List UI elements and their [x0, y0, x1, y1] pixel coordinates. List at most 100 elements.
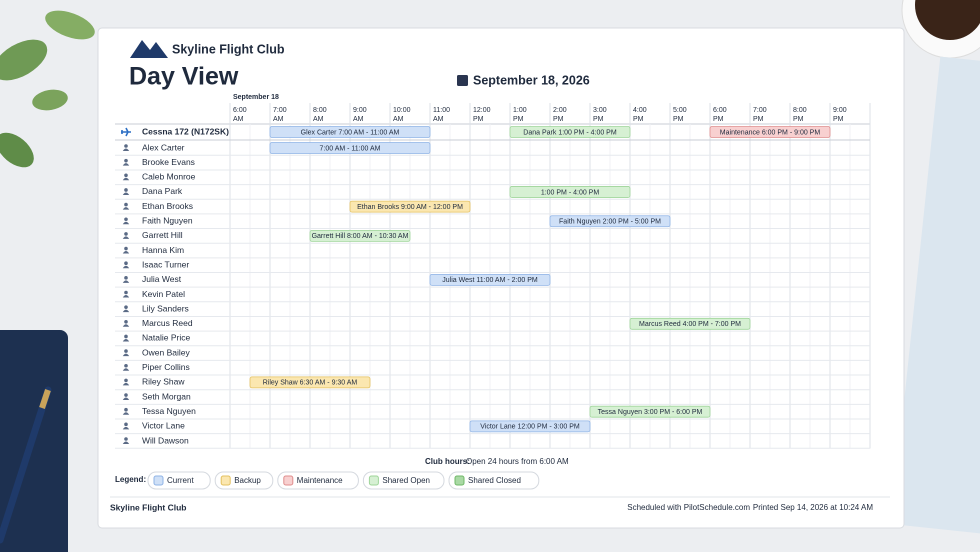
booking-bar	[429, 273, 551, 286]
person-name: Seth Morgan	[142, 391, 191, 401]
person-icon	[122, 412, 130, 415]
hour-label: 4:00	[633, 107, 647, 114]
person-icon	[122, 382, 130, 386]
legend-text: Shared Open	[382, 476, 430, 485]
person-icon	[124, 407, 128, 412]
hour-label: 8:00	[793, 107, 807, 114]
legend-item	[277, 471, 359, 490]
person-name: Piper Collins	[142, 362, 190, 372]
booking-label: Marcus Reed 4:00 PM - 7:00 PM	[639, 321, 741, 328]
footer-brand: Skyline Flight Club	[110, 502, 187, 512]
person-icon	[124, 290, 128, 295]
person-icon	[124, 173, 128, 178]
club-hours: Open 24 hours from 6:00 AM	[466, 457, 569, 466]
hour-label: 7:00	[753, 107, 767, 114]
logo	[130, 40, 168, 58]
booking-bar	[269, 126, 431, 138]
person-name: Owen Bailey	[142, 347, 190, 357]
person-icon	[122, 221, 130, 225]
person-name: Natalie Price	[142, 333, 190, 343]
hour-period: PM	[753, 116, 764, 123]
booking-label: Garrett Hill 8:00 AM - 10:30 AM	[312, 233, 409, 240]
person-icon	[124, 276, 128, 280]
hour-period: PM	[553, 116, 564, 123]
person-icon	[124, 232, 128, 236]
booking-label: Dana Park 1:00 PM - 4:00 PM	[523, 129, 617, 136]
person-icon	[122, 177, 130, 181]
legend-text: Backup	[234, 476, 261, 485]
person-name: Faith Nguyen	[142, 216, 193, 226]
person-icon	[124, 202, 128, 207]
hour-period: AM	[353, 116, 364, 123]
booking-label: Victor Lane 12:00 PM - 3:00 PM	[480, 424, 580, 431]
person-icon	[124, 144, 128, 148]
hour-period: PM	[593, 116, 604, 123]
person-name: Brooke Evans	[142, 157, 195, 167]
person-icon	[122, 309, 130, 313]
booking-bar	[589, 405, 711, 418]
legend-swatch	[220, 475, 231, 486]
person-name: Will Dawson	[142, 435, 189, 445]
person-icon	[122, 324, 130, 327]
booking-label: Faith Nguyen 2:00 PM - 5:00 PM	[559, 219, 661, 226]
legend-text: Current	[167, 476, 194, 485]
hour-label: 6:00	[713, 107, 727, 114]
person-icon	[124, 305, 128, 309]
person-name: Lily Sanders	[142, 303, 189, 313]
person-icon	[124, 393, 128, 397]
person-icon	[122, 353, 130, 357]
person-name: Marcus Reed	[142, 318, 193, 328]
calendar-icon	[457, 75, 468, 86]
legend-swatch	[153, 475, 164, 486]
person-icon	[124, 320, 128, 324]
person-icon	[124, 349, 128, 353]
person-icon	[124, 188, 128, 192]
hour-period: PM	[793, 116, 804, 123]
person-name: Hanna Kim	[142, 245, 184, 255]
person-icon	[124, 363, 128, 368]
booking-bar	[629, 317, 751, 330]
hour-period: AM	[273, 116, 284, 123]
booking-bar	[469, 420, 591, 433]
booking-label: Riley Shaw 6:30 AM - 9:30 AM	[263, 380, 358, 387]
person-icon	[124, 437, 128, 441]
booking-bar	[309, 229, 411, 242]
hour-period: AM	[233, 116, 244, 123]
hour-period: PM	[633, 116, 644, 123]
club-hours-label: Club hours:	[425, 457, 470, 466]
hour-label: 9:00	[353, 107, 367, 114]
legend-text: Shared Closed	[468, 476, 521, 485]
person-icon	[122, 280, 130, 283]
hour-period: PM	[713, 116, 724, 123]
footer-scheduled: Scheduled with PilotSchedule.com	[627, 503, 750, 512]
hour-label: 12:00	[473, 107, 491, 114]
person-name: Riley Shaw	[142, 377, 185, 387]
person-name: Caleb Monroe	[142, 172, 196, 182]
person-icon	[124, 261, 128, 266]
booking-label: Glex Carter 7:00 AM - 11:00 AM	[301, 129, 400, 136]
person-icon	[124, 334, 128, 339]
person-name: Garrett Hill	[142, 230, 183, 240]
legend-label: Legend:	[115, 475, 146, 484]
schedule: 6:00 AM 7:00 AM 8:00 AM 9:00 AM 10:00 AM 11:00 AM 12…	[115, 103, 871, 449]
legend-item	[147, 471, 211, 490]
hour-label: 5:00	[673, 107, 687, 114]
person-name: Alex Carter	[142, 142, 185, 152]
person-icon	[124, 246, 128, 251]
day-label: September 18	[233, 94, 279, 101]
booking-bar	[549, 215, 671, 228]
person-name: Julia West	[142, 274, 182, 284]
person-name: Isaac Turner	[142, 259, 189, 269]
hour-period: AM	[433, 116, 444, 123]
hour-label: 10:00	[393, 107, 411, 114]
person-name: Tessa Nguyen	[142, 406, 196, 416]
person-icon	[124, 158, 128, 163]
person-icon	[122, 251, 130, 254]
booking-label: Tessa Nguyen 3:00 PM - 6:00 PM	[598, 409, 703, 416]
legend-swatch	[283, 475, 294, 486]
booking-bar	[709, 126, 831, 138]
booking-label: Julia West 11:00 AM - 2:00 PM	[442, 277, 538, 284]
booking-label: 7:00 AM - 11:00 AM	[320, 145, 381, 152]
